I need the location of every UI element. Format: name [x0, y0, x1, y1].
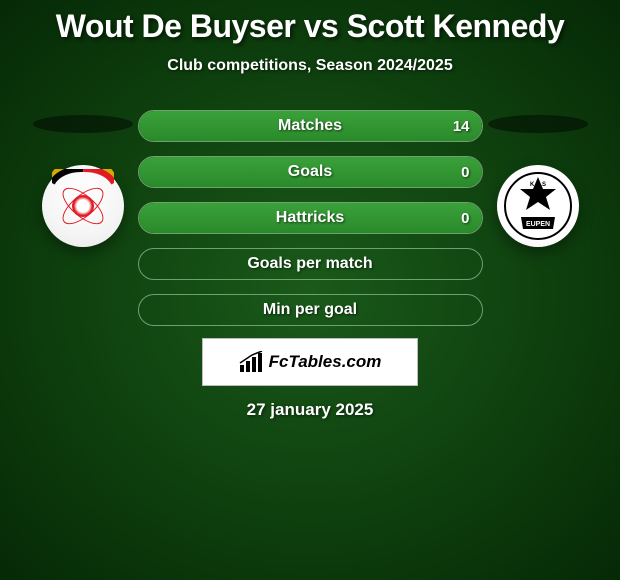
right-club-logo: K.A.S EUPEN [497, 165, 579, 247]
stat-value-right: 14 [453, 118, 470, 135]
right-side: K.A.S EUPEN [483, 110, 593, 247]
subtitle: Club competitions, Season 2024/2025 [0, 57, 620, 75]
stat-label: Hattricks [276, 209, 344, 227]
stat-label: Matches [278, 117, 342, 135]
branding-text: FcTables.com [269, 352, 382, 372]
page-title: Wout De Buyser vs Scott Kennedy [0, 0, 620, 45]
footer-date: 27 january 2025 [0, 400, 620, 420]
branding-box[interactable]: FcTables.com [202, 338, 418, 386]
stat-value-right: 0 [461, 164, 469, 181]
svg-text:K.A.S: K.A.S [529, 182, 545, 188]
stat-row: Hattricks 0 [138, 202, 483, 234]
svg-text:EUPEN: EUPEN [525, 221, 549, 228]
left-side [28, 110, 138, 247]
stat-row: Min per goal [138, 294, 483, 326]
stat-label: Min per goal [263, 301, 357, 319]
stat-row: Matches 14 [138, 110, 483, 142]
comparison-panel: Matches 14 Goals 0 Hattricks 0 Goals per match… [0, 110, 620, 326]
chart-icon [239, 351, 265, 373]
player-shadow-left [33, 115, 133, 133]
stat-label: Goals [288, 163, 332, 181]
stats-list: Matches 14 Goals 0 Hattricks 0 Goals per match… [138, 110, 483, 326]
stat-row: Goals 0 [138, 156, 483, 188]
stat-row: Goals per match [138, 248, 483, 280]
stat-value-right: 0 [461, 210, 469, 227]
stat-label: Goals per match [247, 255, 372, 273]
left-club-logo [42, 165, 124, 247]
player-shadow-right [488, 115, 588, 133]
